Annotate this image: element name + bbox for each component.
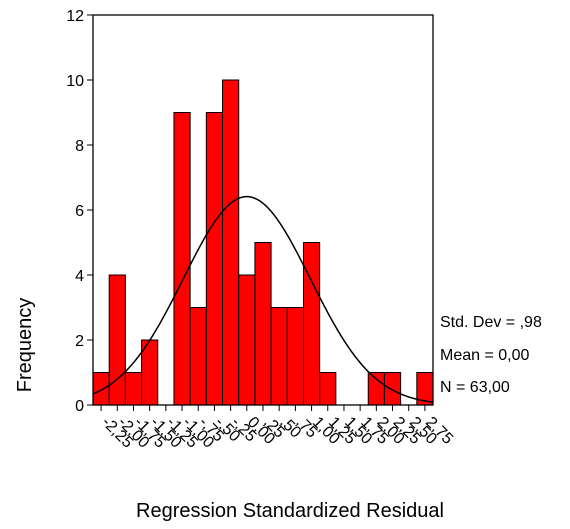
histogram-bar <box>319 372 337 406</box>
n-label: N = 63,00 <box>440 379 510 396</box>
bars-group <box>92 79 434 406</box>
histogram-bar <box>222 79 240 406</box>
y-axis-title: Frequency <box>14 298 36 393</box>
histogram-bar <box>302 242 321 406</box>
y-tick-label: 6 <box>75 203 84 220</box>
histogram-bar <box>367 372 385 406</box>
x-axis-title: Regression Standardized Residual <box>136 500 444 522</box>
histogram-bar <box>286 307 304 406</box>
histogram-bar <box>173 112 191 406</box>
y-tick-label: 0 <box>75 398 84 415</box>
x-axis: -2,25-2,00-1,75-1,50-1,25-1,00-,75-,50-,… <box>98 405 456 452</box>
y-tick-label: 10 <box>66 73 84 90</box>
histogram-bar <box>270 307 288 406</box>
y-tick-label: 12 <box>66 8 84 25</box>
normal-curve <box>92 195 434 403</box>
histogram-bar <box>383 372 402 406</box>
y-tick-label: 2 <box>75 333 84 350</box>
histogram-bar <box>108 274 126 406</box>
histogram-bar <box>254 242 272 406</box>
y-axis: 0 2 4 6 8 10 12 <box>66 8 93 415</box>
y-tick-label: 4 <box>75 268 84 285</box>
histogram-bar <box>189 307 207 406</box>
mean-label: Mean = 0,00 <box>440 347 530 364</box>
histogram-bar <box>238 274 256 406</box>
std-dev-label: Std. Dev = ,98 <box>440 314 542 331</box>
histogram-bar <box>205 112 224 406</box>
y-tick-label: 8 <box>75 138 84 155</box>
histogram-bar <box>124 372 143 406</box>
histogram-bar <box>92 372 110 406</box>
